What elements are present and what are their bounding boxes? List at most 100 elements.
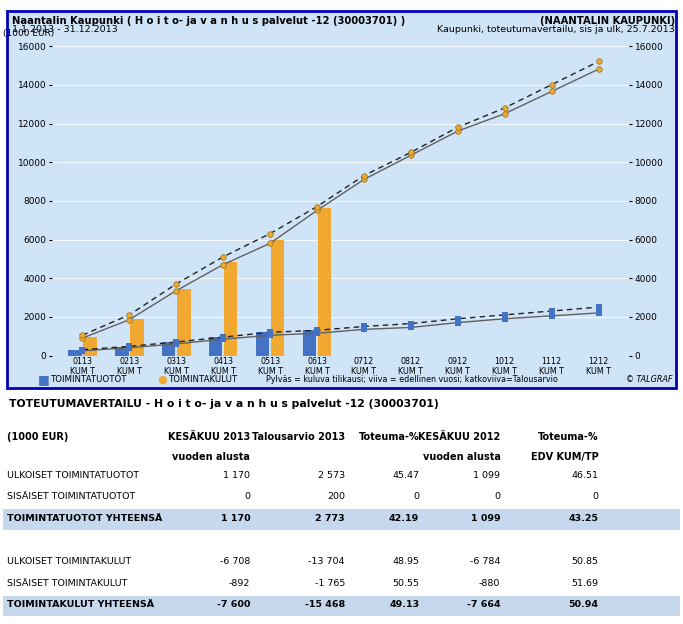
Point [593, 56, 604, 66]
Text: 200: 200 [327, 492, 345, 501]
Point [359, 324, 370, 334]
Text: Kaupunki, toteutumavertailu, sis ja ulk, 25.7.2013: Kaupunki, toteutumavertailu, sis ja ulk,… [437, 25, 675, 34]
Point [593, 308, 604, 318]
Text: Pylväs = kuluva tilikausi; viiva = edellinen vuosi; katkoviiva=Talousarvio: Pylväs = kuluva tilikausi; viiva = edell… [266, 375, 558, 384]
Text: TOTEUTUMAVERTAILU - H o i t o- ja v a n h u s palvelut -12 (30003701): TOTEUTUMAVERTAILU - H o i t o- ja v a n … [9, 399, 438, 409]
Point [452, 126, 463, 136]
Point [77, 333, 88, 343]
Text: ●: ● [157, 374, 167, 384]
Bar [115, 347, 128, 356]
Text: -1 765: -1 765 [314, 579, 345, 588]
Text: 1.1.2013 - 31.12.2013: 1.1.2013 - 31.12.2013 [12, 25, 118, 34]
Text: 45.47: 45.47 [392, 470, 419, 480]
Text: 2 573: 2 573 [318, 470, 345, 480]
Text: 2 773: 2 773 [316, 514, 345, 523]
Point [124, 310, 135, 320]
Point [171, 286, 182, 296]
Point [218, 334, 229, 344]
Text: 1 099: 1 099 [471, 514, 501, 523]
Text: Naantalin Kaupunki ( H o i t o- ja v a n h u s palvelut -12 (30003701) ): Naantalin Kaupunki ( H o i t o- ja v a n… [12, 16, 406, 26]
Bar [162, 342, 176, 356]
Text: 0: 0 [413, 492, 419, 501]
Text: 48.95: 48.95 [392, 557, 419, 566]
Point [218, 252, 229, 262]
Text: (1000 EUR): (1000 EUR) [3, 29, 54, 39]
Text: EDV KUM/TP: EDV KUM/TP [531, 452, 598, 462]
Bar [303, 330, 316, 356]
Text: -7 600: -7 600 [217, 600, 250, 610]
Text: ULKOISET TOIMINTATUOTOT: ULKOISET TOIMINTATUOTOT [7, 470, 139, 480]
Point [452, 318, 463, 328]
Point [546, 306, 557, 316]
Point [406, 319, 417, 329]
Text: 50.85: 50.85 [572, 557, 598, 566]
Text: -892: -892 [229, 579, 250, 588]
Text: 51.69: 51.69 [572, 579, 598, 588]
Text: vuoden alusta: vuoden alusta [172, 452, 250, 462]
Text: ■: ■ [38, 373, 49, 386]
Text: Toteuma-%: Toteuma-% [359, 432, 419, 442]
Point [311, 328, 322, 338]
Point [311, 202, 322, 212]
Text: 49.13: 49.13 [389, 600, 419, 610]
Point [406, 147, 417, 157]
Point [124, 341, 135, 351]
FancyBboxPatch shape [3, 596, 680, 616]
Text: Talousarvio 2013: Talousarvio 2013 [252, 432, 345, 442]
Point [359, 170, 370, 180]
Text: SISÄISET TOIMINTATUOTOT: SISÄISET TOIMINTATUOTOT [7, 492, 135, 501]
Text: 0: 0 [592, 492, 598, 501]
Text: -15 468: -15 468 [305, 600, 345, 610]
Point [593, 64, 604, 74]
Bar [256, 332, 269, 356]
Text: KESÄKUU 2013: KESÄKUU 2013 [168, 432, 250, 442]
Point [77, 346, 88, 356]
Point [452, 122, 463, 132]
Text: 1 170: 1 170 [221, 514, 250, 523]
Text: -7 664: -7 664 [466, 600, 501, 610]
Point [452, 314, 463, 324]
Text: TOIMINTATUOTOT YHTEENSÄ: TOIMINTATUOTOT YHTEENSÄ [7, 514, 162, 523]
Point [499, 109, 510, 119]
Point [77, 344, 88, 354]
Text: 50.94: 50.94 [568, 600, 598, 610]
Text: 42.19: 42.19 [389, 514, 419, 523]
Point [218, 332, 229, 342]
Text: -6 784: -6 784 [470, 557, 501, 566]
Point [171, 279, 182, 289]
Text: -880: -880 [479, 579, 501, 588]
Bar [68, 349, 82, 356]
Point [406, 323, 417, 333]
Text: ULKOISET TOIMINTAKULUT: ULKOISET TOIMINTAKULUT [7, 557, 131, 566]
Point [546, 80, 557, 90]
Bar [130, 319, 143, 356]
FancyBboxPatch shape [3, 509, 680, 530]
Point [77, 330, 88, 340]
Bar [224, 262, 238, 356]
Bar [318, 208, 331, 356]
Text: 50.55: 50.55 [392, 579, 419, 588]
Point [264, 327, 275, 337]
Text: vuoden alusta: vuoden alusta [423, 452, 501, 462]
Text: (1000 EUR): (1000 EUR) [7, 432, 68, 442]
Text: © TALGRAF: © TALGRAF [626, 375, 673, 384]
Bar [209, 337, 223, 356]
Point [171, 339, 182, 349]
Point [499, 314, 510, 324]
Point [546, 87, 557, 97]
Point [264, 228, 275, 238]
Point [499, 310, 510, 320]
Text: TOIMINTAKULUT: TOIMINTAKULUT [169, 375, 238, 384]
Point [218, 260, 229, 270]
Bar [177, 289, 191, 356]
Point [406, 150, 417, 160]
Text: SISÄISET TOIMINTAKULUT: SISÄISET TOIMINTAKULUT [7, 579, 127, 588]
Text: TOIMINTAKULUT YHTEENSÄ: TOIMINTAKULUT YHTEENSÄ [7, 600, 154, 610]
Text: 0: 0 [494, 492, 501, 501]
Point [124, 343, 135, 353]
Point [546, 311, 557, 321]
Text: 0: 0 [245, 492, 250, 501]
Text: KESÄKUU 2012: KESÄKUU 2012 [418, 432, 501, 442]
Text: Toteuma-%: Toteuma-% [538, 432, 598, 442]
Text: -13 704: -13 704 [309, 557, 345, 566]
